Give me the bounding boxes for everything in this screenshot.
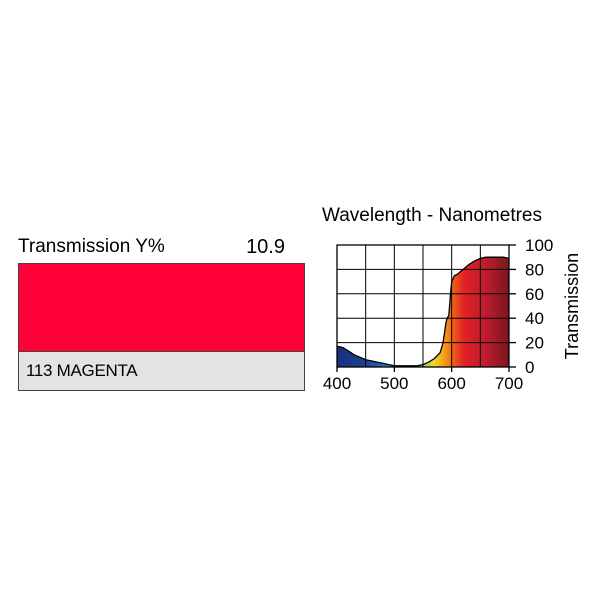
x-tick-label: 700 xyxy=(495,374,523,393)
x-tick-label: 600 xyxy=(437,374,465,393)
transmission-area xyxy=(337,257,509,367)
transmission-curve xyxy=(336,256,510,367)
y-tick-label: 20 xyxy=(525,334,544,353)
chart-title: Wavelength - Nanometres xyxy=(322,205,543,226)
filter-name-box: 113 MAGENTA xyxy=(18,351,305,391)
color-swatch xyxy=(18,263,305,352)
x-tick-label: 500 xyxy=(380,374,408,393)
y-tick-label: 0 xyxy=(525,358,534,377)
y-tick-label: 60 xyxy=(525,285,544,304)
transmission-row: Transmission Y% 10.9 xyxy=(18,236,306,262)
y-tick-label: 80 xyxy=(525,260,544,279)
filter-name: 113 MAGENTA xyxy=(26,361,138,380)
y-axis-label: Transmission xyxy=(562,253,582,359)
transmission-value: 10.9 xyxy=(246,236,285,258)
plot-frame xyxy=(336,244,510,368)
transmission-label: Transmission Y% xyxy=(18,236,165,257)
y-tick-label: 40 xyxy=(525,309,544,328)
y-tick-label: 100 xyxy=(525,236,553,255)
x-tick-label: 400 xyxy=(323,374,351,393)
